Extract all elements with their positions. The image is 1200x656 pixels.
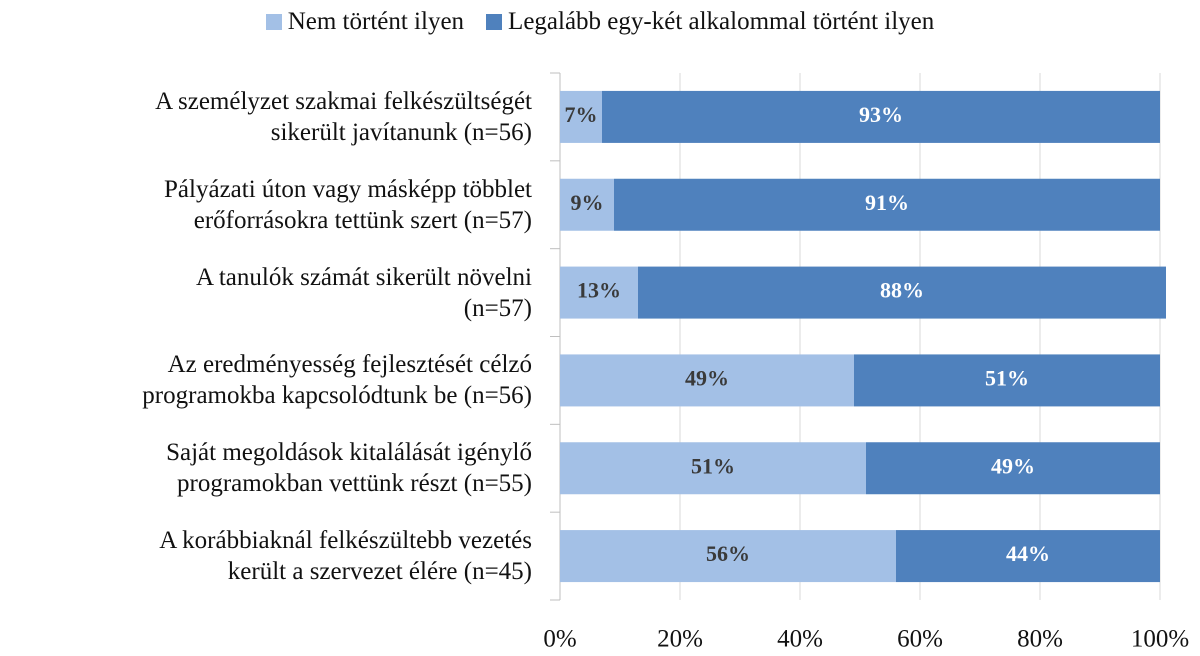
bar-segment <box>866 442 1160 495</box>
x-tick-label: 80% <box>1017 626 1063 653</box>
bar-segment <box>602 90 1160 143</box>
category-label: Pályázati úton vagy másképp többlet erőf… <box>164 175 532 234</box>
data-label: 51% <box>985 365 1029 390</box>
data-label: 56% <box>706 541 750 566</box>
data-label: 88% <box>880 278 924 303</box>
category-label: A személyzet szakmai felkészültségét sik… <box>155 87 532 146</box>
bar-segment <box>638 266 1166 319</box>
data-label: 13% <box>577 278 621 303</box>
data-label: 44% <box>1006 541 1050 566</box>
x-tick-label: 20% <box>657 626 703 653</box>
bar-segment <box>560 442 866 495</box>
data-label: 9% <box>571 190 604 215</box>
bar-segment <box>560 266 638 319</box>
legend-label: Legalább egy-két alkalommal történt ilye… <box>508 8 935 35</box>
bar-segment <box>854 354 1160 407</box>
legend-swatch <box>265 14 282 30</box>
legend-item: Legalább egy-két alkalommal történt ilye… <box>486 8 934 36</box>
x-tick-label: 40% <box>777 626 823 653</box>
category-label: A tanulók számát sikerült növelni (n=57) <box>195 263 532 322</box>
legend-label: Nem történt ilyen <box>287 8 465 35</box>
bar-segment <box>896 530 1160 583</box>
x-tick-label: 0% <box>543 626 576 653</box>
bar-segment <box>560 354 854 407</box>
bar-segment <box>560 178 614 231</box>
x-tick-label: 100% <box>1131 626 1189 653</box>
data-label: 49% <box>991 453 1035 478</box>
data-label: 7% <box>565 102 598 127</box>
data-label: 49% <box>685 365 729 390</box>
data-label: 93% <box>859 102 903 127</box>
bar-segment <box>560 90 602 143</box>
legend-swatch <box>486 14 503 30</box>
legend: Nem történt ilyen Legalább egy-két alkalo… <box>0 8 1200 36</box>
data-label: 91% <box>865 190 909 215</box>
bar-segment <box>614 178 1160 231</box>
x-tick-label: 60% <box>897 626 943 653</box>
category-label: Az eredményesség fejlesztését célzó prog… <box>142 351 532 410</box>
bar-segment <box>560 530 896 583</box>
data-label: 51% <box>691 453 735 478</box>
category-label: A korábbiaknál felkészültebb vezetés ker… <box>159 527 532 586</box>
category-label: Saját megoldások kitalálását igénylő pro… <box>166 439 532 498</box>
legend-item: Nem történt ilyen <box>265 8 465 36</box>
